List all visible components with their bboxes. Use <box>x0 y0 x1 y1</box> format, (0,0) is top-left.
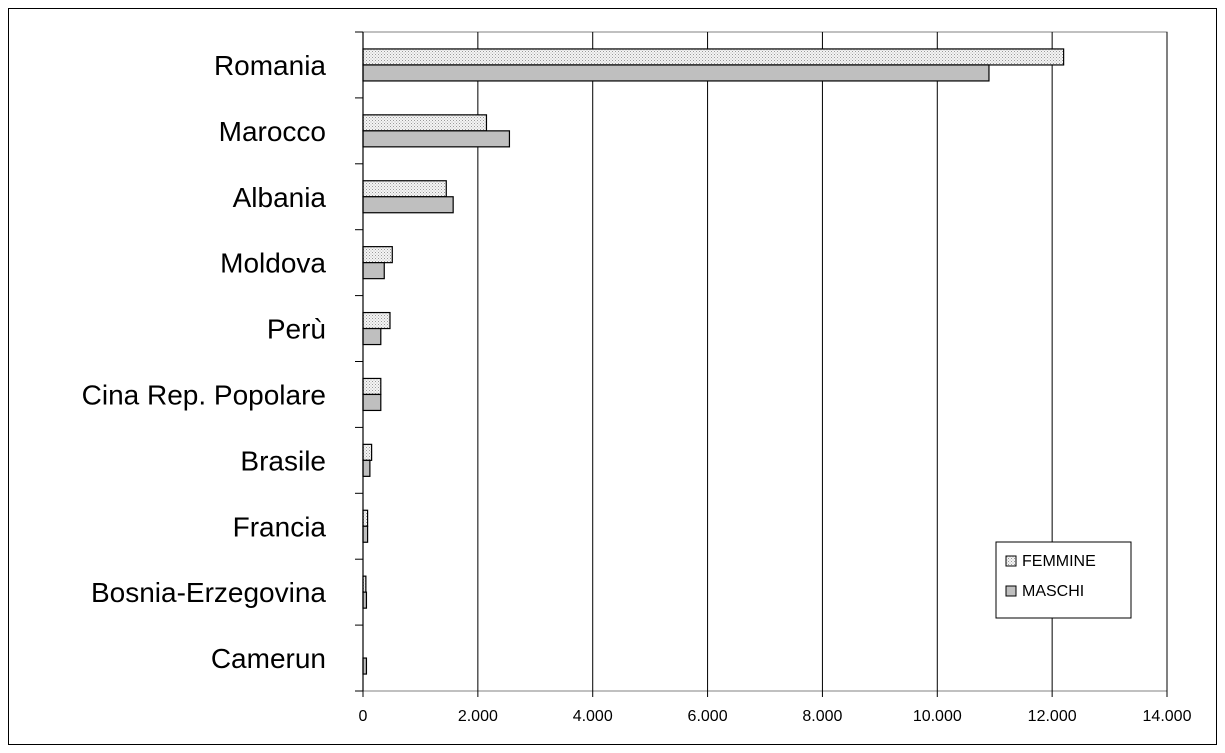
legend: FEMMINE MASCHI <box>995 541 1132 619</box>
x-tick-label: 6.000 <box>688 708 728 725</box>
bar-maschi <box>362 196 454 214</box>
legend-swatch <box>1005 585 1017 597</box>
bar-maschi <box>362 393 382 412</box>
x-tick-label: 14.000 <box>1143 708 1192 725</box>
x-tick-label: 0 <box>359 708 368 725</box>
legend-label: FEMMINE <box>1022 553 1096 570</box>
category-label: Camerun <box>211 643 326 674</box>
bar-maschi <box>362 459 371 477</box>
legend-label: MASCHI <box>1022 583 1084 600</box>
category-label: Moldova <box>220 248 326 279</box>
legend-swatch <box>1005 555 1017 567</box>
bar-maschi <box>362 525 369 543</box>
category-label: Albania <box>233 182 327 213</box>
bar-femmine <box>362 180 447 198</box>
bar-maschi <box>362 327 382 346</box>
bar-femmine <box>362 246 393 264</box>
category-labels: Romania Marocco Albania Moldova Perù Cina Rep… <box>82 50 327 674</box>
bar-femmine <box>362 48 1065 66</box>
x-tick-label: 8.000 <box>802 708 842 725</box>
category-label: Bosnia-Erzegovina <box>91 577 326 608</box>
bar-maschi <box>362 262 385 280</box>
x-tick-label: 10.000 <box>913 708 962 725</box>
bar-femmine <box>362 114 488 132</box>
category-label: Cina Rep. Popolare <box>82 379 326 410</box>
category-label: Brasile <box>240 445 326 476</box>
bar-femmine <box>362 377 382 396</box>
category-label: Marocco <box>219 116 326 147</box>
x-tick-label: 2.000 <box>458 708 498 725</box>
category-label: Romania <box>214 50 326 81</box>
x-tick-label: 4.000 <box>573 708 613 725</box>
category-label: Francia <box>233 511 327 542</box>
bar-maschi <box>362 64 990 82</box>
legend-box <box>995 541 1132 619</box>
axes <box>355 31 1168 697</box>
category-label: Perù <box>267 314 326 345</box>
bar-femmine <box>362 509 369 527</box>
bar-maschi <box>362 130 511 148</box>
bar-femmine <box>362 311 391 330</box>
bar-femmine <box>362 443 373 461</box>
x-tick-labels: 0 2.000 4.000 6.000 8.000 10.000 12.000 14.000 <box>359 708 1192 725</box>
x-tick-label: 12.000 <box>1028 708 1077 725</box>
gridlines <box>477 32 1168 691</box>
